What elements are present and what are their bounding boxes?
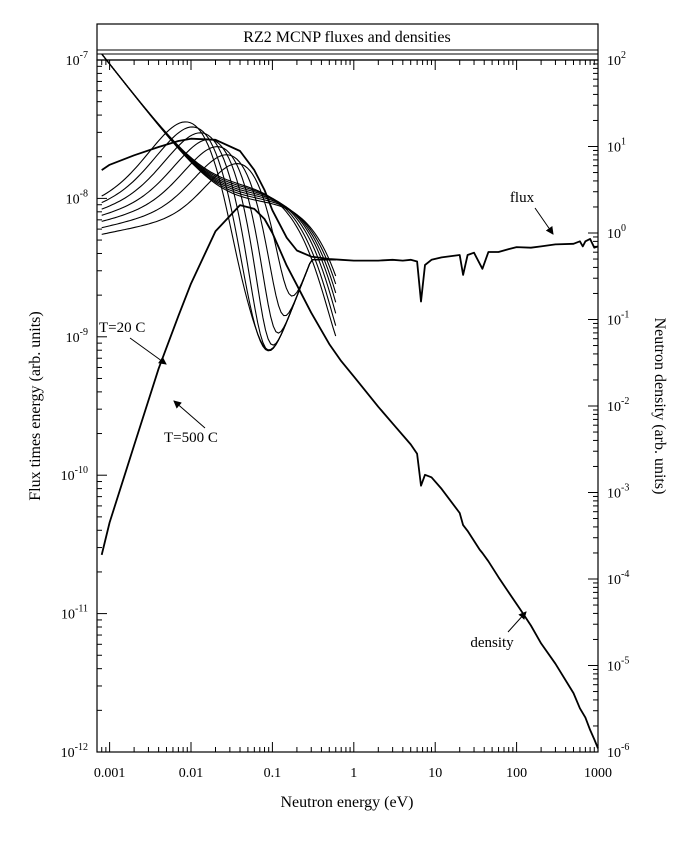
flux-temperature-curve <box>101 154 336 317</box>
x-tick-label: 100 <box>506 766 527 781</box>
annotation-t20-arrow <box>129 337 167 365</box>
right-tick-label: 100 <box>607 223 626 242</box>
annotation-flux-label: flux <box>510 190 535 206</box>
left-tick-label: 10-8 <box>66 188 88 207</box>
right-tick-label: 10-1 <box>607 310 629 329</box>
density-line <box>100 204 599 749</box>
left-tick-label: 10-7 <box>66 50 88 69</box>
annotation-t500-arrow <box>173 400 206 429</box>
left-tick-label: 10-12 <box>61 742 88 761</box>
left-y-axis: 10-7 10-8 10-9 10-10 10-11 10-12 <box>61 50 107 761</box>
annotation-flux: flux <box>510 190 554 235</box>
annotation-density: density <box>470 611 527 651</box>
left-tick-label: 10-9 <box>66 327 88 346</box>
curves <box>100 53 599 749</box>
left-tick-label: 10-11 <box>61 604 88 623</box>
right-y-axis: 102 101 100 10-1 10-2 10-3 10-4 10-5 10-6 <box>588 50 629 761</box>
right-tick-label: 102 <box>607 50 626 69</box>
right-tick-label: 10-4 <box>607 569 629 588</box>
chart-title: RZ2 MCNP fluxes and densities <box>243 29 450 46</box>
annotation-t20-label: T=20 C <box>99 320 145 336</box>
x-tick-label: 1 <box>350 766 357 781</box>
flux-temperature-curve <box>101 163 336 297</box>
annotation-flux-arrow <box>534 207 554 235</box>
flux-temperature-curve <box>101 126 336 352</box>
x-tick-label: 0.01 <box>179 766 204 781</box>
x-tick-label: 0.1 <box>264 766 282 781</box>
annotation-t500-label: T=500 C <box>164 430 218 446</box>
x-axis: 0.001 0.01 0.1 1 10 100 1000 <box>94 60 612 781</box>
annotation-t20: T=20 C <box>99 320 167 365</box>
density-temperature-curve <box>101 53 337 285</box>
right-tick-label: 10-5 <box>607 656 629 675</box>
right-axis-title: Neutron density (arb. units) <box>651 318 668 495</box>
flux-line <box>101 137 599 303</box>
flux-temperature-curve <box>101 146 336 334</box>
plot-frame <box>96 23 599 753</box>
annotation-density-label: density <box>470 635 514 651</box>
right-tick-label: 10-3 <box>607 483 629 502</box>
flux-temperature-curve <box>101 138 336 346</box>
right-tick-label: 10-6 <box>607 742 629 761</box>
x-tick-label: 10 <box>428 766 442 781</box>
right-tick-label: 10-2 <box>607 396 629 415</box>
x-tick-label: 0.001 <box>94 766 126 781</box>
annotation-t500: T=500 C <box>164 400 218 446</box>
flux-temperature-curve <box>101 121 336 351</box>
annotation-density-arrow <box>507 611 527 633</box>
x-tick-label: 1000 <box>584 766 612 781</box>
flux-temperature-curve <box>101 132 336 351</box>
left-axis-title: Flux times energy (arb. units) <box>27 311 44 500</box>
x-axis-title: Neutron energy (eV) <box>281 794 414 811</box>
right-tick-label: 101 <box>607 137 626 156</box>
density-temperature-curve <box>101 53 337 277</box>
left-tick-label: 10-10 <box>61 465 88 484</box>
